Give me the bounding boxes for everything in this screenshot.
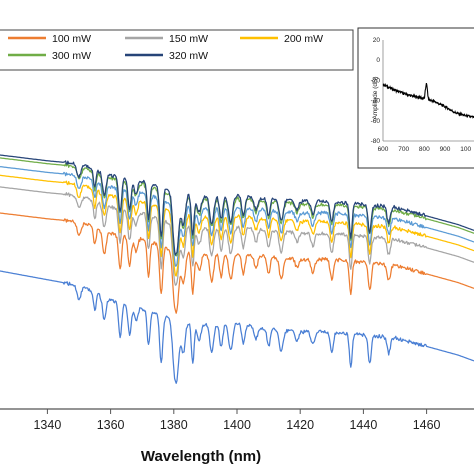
x-tick-label-1360: 1360 [97,418,125,432]
inset-y-tick-20: 20 [373,37,381,44]
inset-y-tick-40: -40 [371,98,381,105]
x-axis-ticks: 1340 1360 1380 1400 1420 1440 1460 [33,409,441,432]
inset-x-tick-900-3: 900 [440,146,451,153]
main-series-group [0,154,474,384]
inset-series-group [382,82,474,119]
legend-label-200-mw: 200 mW [284,33,323,45]
inset-x-tick-800-2: 800 [419,146,430,153]
series-line-200-mw [0,174,474,277]
x-tick-label-1420: 1420 [286,418,314,432]
x-tick-label-1460: 1460 [413,418,441,432]
series-line-300-mw [0,157,474,257]
series-line-320-mw [0,154,474,256]
inset-y-tick-20: -20 [371,77,381,84]
series-line-150-mw [0,186,474,286]
legend-items: 100 mW 150 mW 200 mW 300 mW 320 mW [8,33,323,62]
inset-y-tick-0: 0 [376,57,380,64]
legend-frame [0,29,354,71]
series-line-light-blue-no-label [0,165,474,267]
series-line-base-no-label [0,270,474,384]
legend-label-300-mw: 300 mW [52,50,91,62]
x-axis-label: Wavelength (nm) [141,448,261,465]
x-tick-label-1400: 1400 [223,418,251,432]
legend-label-100-mw: 100 mW [52,33,91,45]
x-tick-label-1340: 1340 [33,418,61,432]
inset-y-tick-80: -80 [371,138,381,145]
x-tick-label-1440: 1440 [349,418,377,432]
series-line-100-mw [0,212,474,314]
legend-label-150-mw: 150 mW [169,33,208,45]
legend-label-320-mw: 320 mW [169,50,208,62]
x-tick-label-1380: 1380 [160,418,188,432]
inset-y-label: Amplitude (dB) [372,77,379,120]
inset-y-tick-60: -60 [371,118,381,125]
inset-x-tick-600-0: 600 [378,146,389,153]
inset-series-line [382,82,474,119]
inset-x-tick-100-4: 100 [460,146,471,153]
inset-x-tick-700-1: 700 [398,146,409,153]
legend: 100 mW 150 mW 200 mW 300 mW 320 mW [0,29,354,71]
